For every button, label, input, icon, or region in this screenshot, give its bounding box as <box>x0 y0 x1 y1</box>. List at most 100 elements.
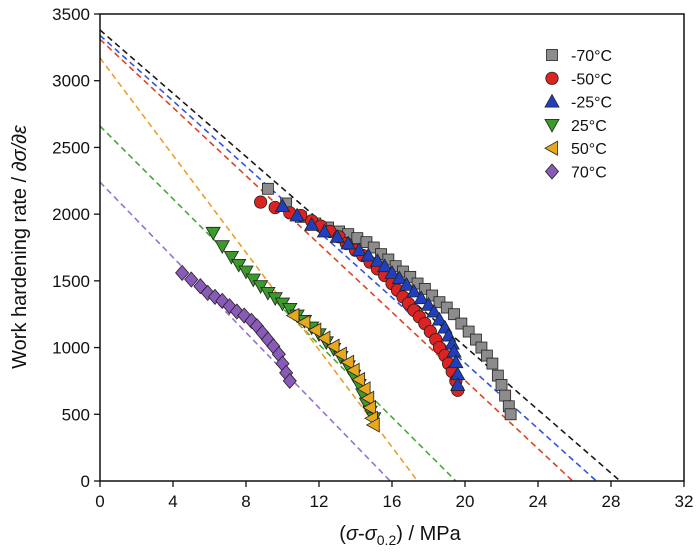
data-point <box>333 346 347 362</box>
legend-label: -50°C <box>571 71 612 88</box>
series-25c <box>205 226 382 427</box>
data-point <box>504 408 517 421</box>
fit-line-minus-50c <box>100 38 574 481</box>
x-tick-label: 16 <box>383 492 402 511</box>
data-point <box>486 357 499 370</box>
data-point <box>282 302 298 317</box>
data-point <box>426 303 442 318</box>
data-point <box>316 223 333 238</box>
data-point <box>446 343 462 358</box>
data-point <box>223 250 240 265</box>
legend-marker <box>544 140 558 156</box>
fit-line-25c <box>100 125 457 481</box>
data-point <box>455 317 468 330</box>
legend-marker <box>546 49 558 61</box>
series-50c <box>285 307 380 433</box>
data-point <box>377 258 393 273</box>
data-point <box>325 338 340 354</box>
data-point <box>367 241 380 254</box>
x-tick-label: 8 <box>241 492 250 511</box>
x-axis-title: (σ-σ0.2) / MPa <box>339 523 461 548</box>
data-point <box>304 216 320 231</box>
data-point <box>360 247 376 262</box>
data-point <box>406 283 422 298</box>
x-tick-label: 32 <box>675 492 694 511</box>
data-point <box>413 290 429 305</box>
data-point <box>245 273 261 288</box>
data-point <box>365 417 380 433</box>
legend-item-50c: 50°C <box>544 140 607 158</box>
data-point <box>261 182 274 195</box>
legend-label: 50°C <box>571 141 607 158</box>
legend-marker <box>545 71 559 85</box>
data-point <box>316 330 331 346</box>
data-point <box>431 311 448 326</box>
fit-line-minus-25c <box>100 34 597 481</box>
data-point <box>369 253 386 267</box>
legend-label: 70°C <box>571 165 607 182</box>
series-minus-25c <box>274 198 466 391</box>
y-tick-label: 1000 <box>52 339 90 358</box>
data-points-layer <box>175 182 517 433</box>
data-point <box>285 307 300 324</box>
y-tick-label: 500 <box>62 405 90 424</box>
data-point <box>351 242 367 257</box>
data-point <box>360 390 375 406</box>
data-point <box>345 362 360 378</box>
data-point <box>420 297 437 311</box>
series-70c <box>175 264 297 390</box>
fit-line-70c <box>100 181 391 481</box>
data-point <box>499 389 512 402</box>
data-point <box>238 265 254 280</box>
y-tick-label: 2500 <box>52 138 90 157</box>
data-point <box>252 280 269 295</box>
data-point <box>404 270 417 283</box>
data-point <box>205 226 221 241</box>
data-point <box>329 229 345 243</box>
legend-item-minus-70c: -70°C <box>546 48 612 65</box>
y-tick-label: 2000 <box>52 205 90 224</box>
data-point <box>448 308 460 321</box>
legend-item-25c: 25°C <box>544 118 607 135</box>
data-point <box>362 399 377 416</box>
data-point <box>391 270 407 285</box>
legend-label: -70°C <box>571 48 612 65</box>
data-point <box>356 381 371 397</box>
y-tick-label: 3500 <box>52 5 90 24</box>
data-point <box>462 325 475 338</box>
legend-label: -25°C <box>571 95 612 112</box>
data-point <box>384 265 400 279</box>
y-tick-label: 0 <box>81 472 90 491</box>
x-tick-label: 12 <box>310 492 329 511</box>
data-point <box>231 258 247 273</box>
data-point <box>289 207 305 222</box>
data-point <box>340 354 355 370</box>
x-tick-label: 4 <box>168 492 177 511</box>
data-point <box>254 195 268 209</box>
legend-item-minus-25c: -25°C <box>544 93 612 112</box>
data-point <box>398 277 415 291</box>
data-point <box>450 377 466 391</box>
data-point <box>296 314 311 330</box>
data-point <box>440 301 453 314</box>
legend-item-70c: 70°C <box>544 163 607 182</box>
data-point <box>274 198 291 213</box>
data-point <box>340 235 356 250</box>
legend-marker <box>544 93 560 108</box>
data-point <box>307 322 322 338</box>
x-tick-label: 28 <box>602 492 621 511</box>
data-point <box>184 271 199 288</box>
x-tick-label: 24 <box>529 492 548 511</box>
y-tick-label: 1500 <box>52 272 90 291</box>
y-axis-title: Work hardening rate / ∂σ/∂ε <box>9 124 31 369</box>
legend-label: 25°C <box>571 118 607 135</box>
data-point <box>175 264 190 281</box>
legend-item-minus-50c: -50°C <box>545 71 612 88</box>
data-point <box>418 282 431 295</box>
data-point <box>495 379 508 391</box>
fit-line-50c <box>100 57 419 481</box>
data-point <box>448 354 464 369</box>
legend: -70°C -50°C -25°C 25°C 50°C 70°C <box>544 48 612 182</box>
legend-marker <box>544 119 560 133</box>
